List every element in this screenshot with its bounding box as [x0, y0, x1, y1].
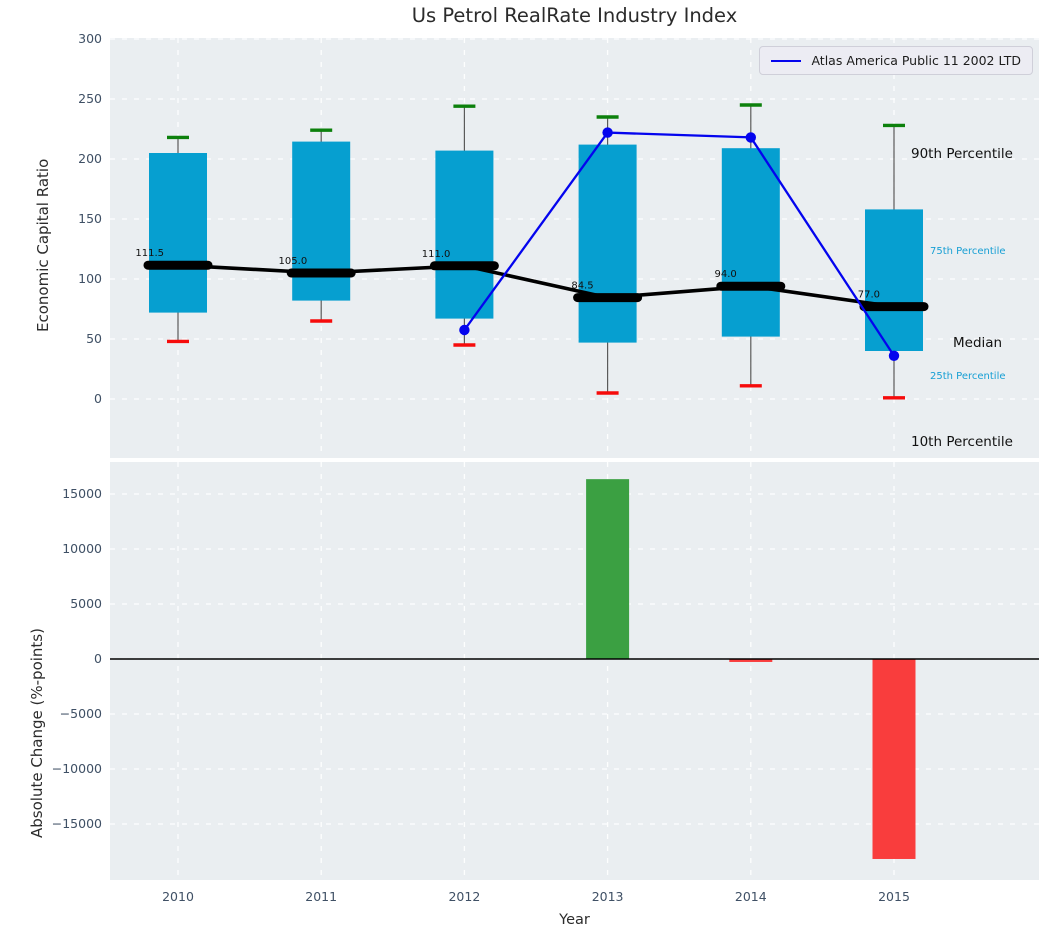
- annotation-p75: 75th Percentile: [930, 246, 1006, 257]
- ytick-top: 300: [78, 31, 102, 46]
- percentile-box: [578, 144, 637, 343]
- legend-label: Atlas America Public 11 2002 LTD: [811, 53, 1021, 68]
- ytick-bottom: 5000: [70, 595, 102, 611]
- ytick-top: 50: [86, 331, 102, 346]
- top-chart-panel: 111.5 105.0 111.0 84.5 94.0 77.0 Atlas Americ…: [110, 38, 1039, 458]
- xtick-year: 2011: [305, 889, 338, 904]
- xtick-year: 2013: [591, 889, 624, 904]
- company-point: [602, 127, 613, 138]
- legend: Atlas America Public 11 2002 LTD: [759, 46, 1033, 75]
- percentile-box: [149, 153, 207, 313]
- xtick-year: 2012: [448, 889, 481, 904]
- percentile-box: [865, 209, 923, 351]
- ytick-top: 0: [94, 391, 102, 406]
- ytick-bottom: −5000: [59, 706, 102, 721]
- median-value-label: 111.0: [422, 249, 451, 260]
- ytick-bottom: −10000: [51, 761, 102, 776]
- median-value-label: 84.5: [571, 281, 593, 292]
- percentile-box: [721, 148, 780, 337]
- ytick-bottom: −15000: [51, 816, 102, 831]
- annotation-median: Median: [953, 335, 1003, 351]
- bottom-chart-panel: [110, 462, 1039, 880]
- median-value-label: 77.0: [858, 290, 880, 301]
- xtick-year: 2015: [878, 889, 910, 904]
- ytick-bottom: 0: [94, 651, 102, 666]
- company-point: [888, 350, 900, 361]
- xtick-year: 2014: [734, 889, 767, 904]
- median-value-label: 105.0: [279, 256, 308, 267]
- change-bar-chart: [110, 462, 1039, 880]
- ytick-bottom: 10000: [62, 540, 102, 556]
- percentile-box: [435, 150, 494, 319]
- median-value-label: 94.0: [715, 269, 737, 280]
- ytick-top: 250: [78, 91, 102, 106]
- chart-title: Us Petrol RealRate Industry Index: [411, 4, 738, 27]
- ytick-top: 150: [78, 211, 102, 226]
- change-bar: [586, 479, 630, 659]
- change-bar: [872, 659, 916, 859]
- x-axis-label: Year: [559, 912, 590, 928]
- annotation-p10: 10th Percentile: [911, 434, 1013, 450]
- median-line: [177, 263, 895, 309]
- company-line: [463, 131, 895, 357]
- annotation-p90: 90th Percentile: [911, 146, 1013, 162]
- ytick-bottom: 15000: [62, 485, 102, 501]
- median-value-label: 111.5: [135, 248, 164, 259]
- percentile-chart: 111.5 105.0 111.0 84.5 94.0 77.0: [110, 38, 1039, 458]
- annotation-p25: 25th Percentile: [930, 371, 1006, 382]
- company-point: [745, 132, 756, 143]
- ytick-top: 100: [78, 271, 102, 286]
- y-axis-label-top: Economic Capital Ratio: [34, 158, 52, 332]
- legend-line-swatch: [771, 59, 802, 62]
- ytick-top: 200: [78, 151, 102, 166]
- xtick-year: 2010: [162, 889, 194, 904]
- company-point: [459, 324, 470, 336]
- change-bar: [729, 659, 773, 662]
